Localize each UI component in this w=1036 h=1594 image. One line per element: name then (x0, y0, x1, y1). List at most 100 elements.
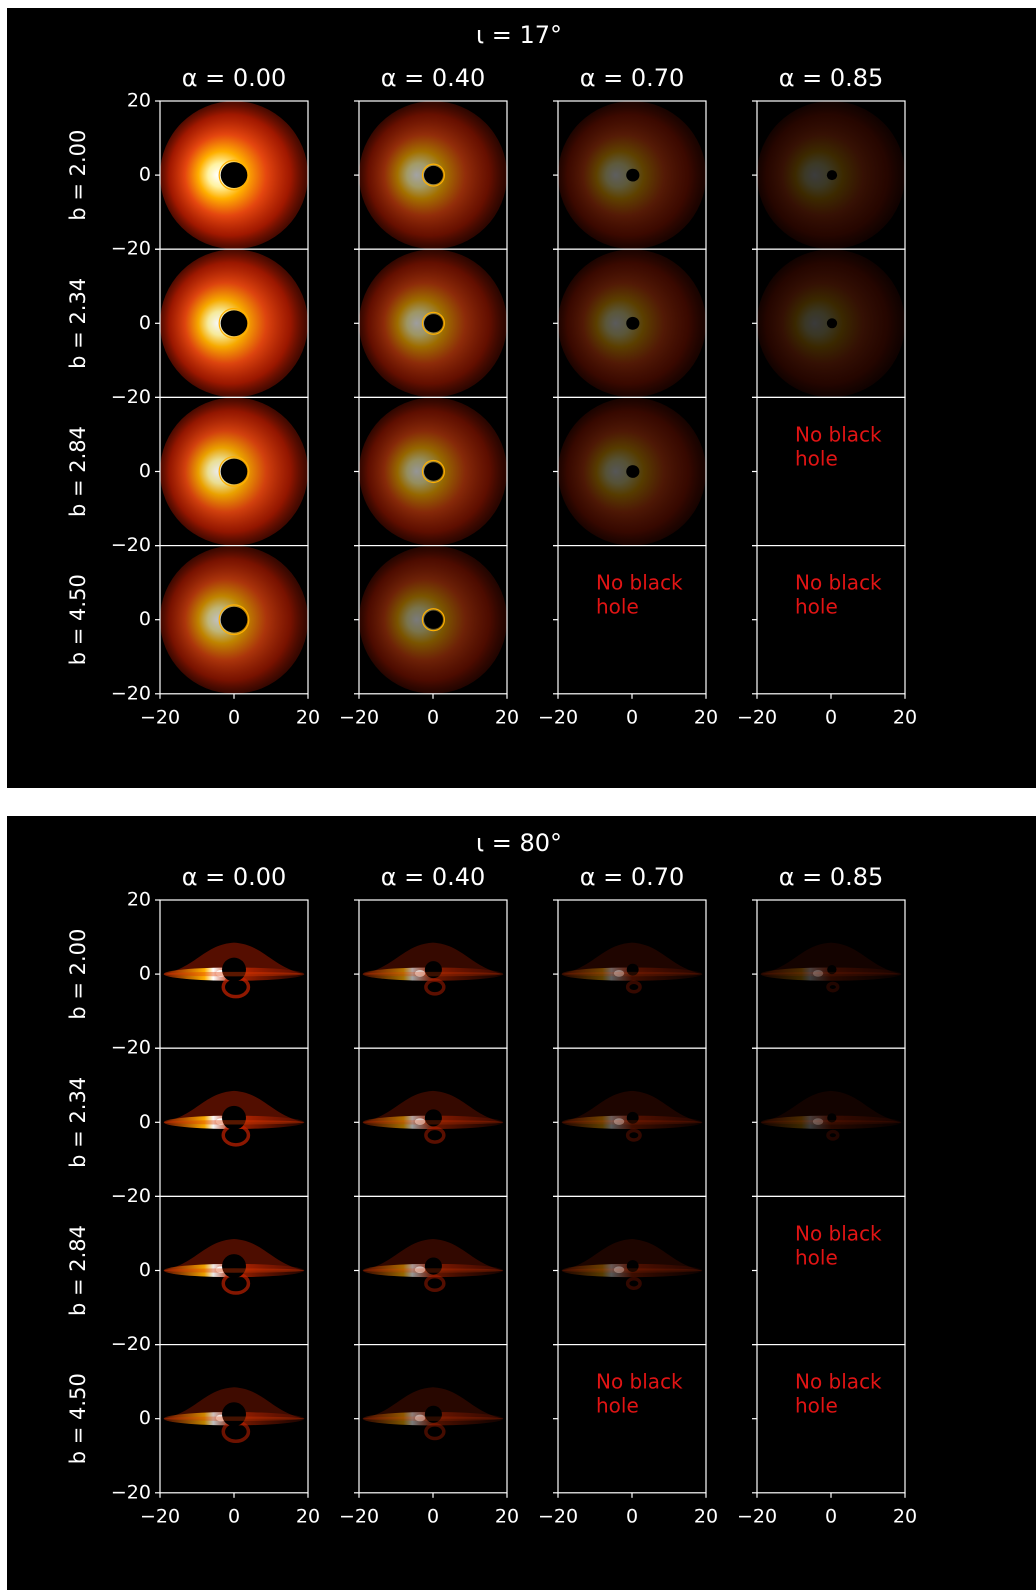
row-label: b = 4.50 (66, 574, 90, 665)
figure-panel-inclination-80: ι = 80° α = 0.00 α = 0.40 α = 0.70 α = 0.85 b… (7, 816, 1036, 1590)
y-tick-label: 0 (139, 1111, 151, 1133)
shadow-image (757, 397, 905, 546)
x-tick-label: 20 (495, 706, 519, 728)
x-tick-label: 0 (228, 706, 240, 728)
no-black-hole-label: No black hole (596, 571, 683, 619)
shadow-image (558, 1196, 706, 1345)
column-title: α = 0.00 (182, 863, 287, 891)
y-tick-label: 0 (139, 1407, 151, 1429)
shadow-image (558, 1344, 706, 1493)
shadow-image (359, 1196, 507, 1345)
y-tick-label: −20 (111, 1333, 151, 1355)
shadow-image (160, 545, 308, 694)
x-tick-label: −20 (538, 706, 578, 728)
x-tick-label: 20 (694, 706, 718, 728)
shadow-image (160, 1196, 308, 1345)
x-tick-label: 20 (296, 1505, 320, 1527)
shadow-image (558, 101, 706, 250)
x-tick-label: −20 (339, 706, 379, 728)
shadow-image (160, 101, 308, 250)
row-label: b = 2.84 (66, 426, 90, 517)
no-black-hole-label: No black hole (795, 1370, 882, 1418)
shadow-image (160, 1344, 308, 1493)
y-tick-label: −20 (111, 1481, 151, 1503)
chart-grid-inclination-17: ι = 17° α = 0.00 α = 0.40 α = 0.70 α = 0.85 b… (66, 21, 917, 728)
shadow-image (757, 1048, 905, 1197)
shadow-image (558, 545, 706, 694)
y-tick-label: −20 (111, 238, 151, 260)
x-tick-label: −20 (140, 1505, 180, 1527)
x-tick-label: 0 (427, 706, 439, 728)
shadow-image (160, 249, 308, 398)
shadow-image (757, 545, 905, 694)
shadow-image (757, 900, 905, 1049)
shadow-image (757, 249, 905, 398)
column-title: α = 0.40 (381, 863, 486, 891)
y-tick-label: 0 (139, 312, 151, 334)
x-tick-label: 0 (825, 706, 837, 728)
shadow-image (558, 900, 706, 1049)
row-label: b = 2.34 (66, 278, 90, 369)
shadow-image (757, 1196, 905, 1345)
shadow-image (359, 900, 507, 1049)
row-label: b = 2.00 (66, 130, 90, 221)
x-tick-label: −20 (737, 1505, 777, 1527)
x-tick-label: −20 (140, 706, 180, 728)
column-title: α = 0.85 (779, 64, 884, 92)
x-tick-label: −20 (339, 1505, 379, 1527)
column-title: α = 0.70 (580, 64, 685, 92)
x-tick-label: 0 (228, 1505, 240, 1527)
no-black-hole-label: No black hole (596, 1370, 683, 1418)
shadow-image (757, 1344, 905, 1493)
shadow-image (160, 1048, 308, 1197)
row-label: b = 4.50 (66, 1373, 90, 1464)
x-tick-label: −20 (737, 706, 777, 728)
x-tick-label: 0 (626, 1505, 638, 1527)
x-tick-label: 20 (495, 1505, 519, 1527)
column-title: α = 0.70 (580, 863, 685, 891)
shadow-image (359, 249, 507, 398)
shadow-image (359, 101, 507, 250)
shadow-image (757, 101, 905, 250)
y-tick-label: −20 (111, 1037, 151, 1059)
shadow-image (558, 397, 706, 546)
shadow-image (160, 397, 308, 546)
chart-grid-inclination-80: ι = 80° α = 0.00 α = 0.40 α = 0.70 α = 0.85 b… (66, 829, 917, 1527)
figure-panel-inclination-17: ι = 17° α = 0.00 α = 0.40 α = 0.70 α = 0.85 b… (7, 8, 1036, 788)
shadow-image (359, 1048, 507, 1197)
x-tick-label: 20 (296, 706, 320, 728)
shadow-image (160, 900, 308, 1049)
x-tick-label: 20 (694, 1505, 718, 1527)
column-title: α = 0.40 (381, 64, 486, 92)
x-tick-label: 20 (893, 706, 917, 728)
shadow-image (558, 249, 706, 398)
y-tick-label: 20 (127, 889, 151, 911)
row-label: b = 2.00 (66, 929, 90, 1020)
x-tick-label: 0 (626, 706, 638, 728)
no-black-hole-label: No black hole (795, 1222, 882, 1270)
figure-title: ι = 80° (476, 829, 562, 857)
y-tick-label: −20 (111, 386, 151, 408)
y-tick-label: 0 (139, 164, 151, 186)
shadow-image (558, 1048, 706, 1197)
y-tick-label: −20 (111, 534, 151, 556)
row-label: b = 2.84 (66, 1225, 90, 1316)
y-tick-label: 20 (127, 90, 151, 112)
x-tick-label: −20 (538, 1505, 578, 1527)
x-tick-label: 20 (893, 1505, 917, 1527)
row-label: b = 2.34 (66, 1077, 90, 1168)
figure-title: ι = 17° (476, 21, 562, 49)
x-tick-label: 0 (427, 1505, 439, 1527)
y-tick-label: 0 (139, 963, 151, 985)
no-black-hole-label: No black hole (795, 423, 882, 471)
no-black-hole-label: No black hole (795, 571, 882, 619)
y-tick-label: 0 (139, 1259, 151, 1281)
column-title: α = 0.00 (182, 64, 287, 92)
shadow-image (359, 397, 507, 546)
y-tick-label: −20 (111, 1185, 151, 1207)
column-title: α = 0.85 (779, 863, 884, 891)
y-tick-label: −20 (111, 682, 151, 704)
y-tick-label: 0 (139, 608, 151, 630)
y-tick-label: 0 (139, 460, 151, 482)
x-tick-label: 0 (825, 1505, 837, 1527)
